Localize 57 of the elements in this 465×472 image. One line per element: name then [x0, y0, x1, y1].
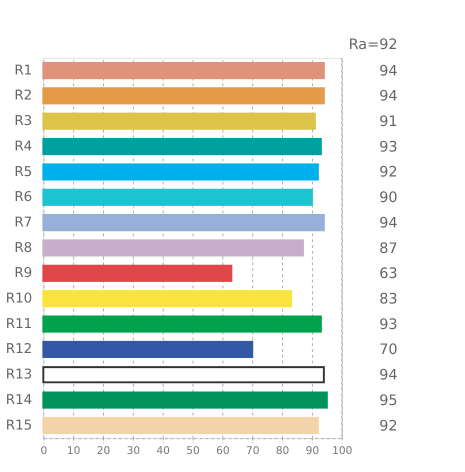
- y-tick-label: R10: [6, 290, 32, 307]
- data-label: 87: [379, 240, 398, 257]
- data-label: 83: [379, 291, 398, 308]
- data-label: 90: [379, 190, 398, 206]
- bar: [42, 138, 322, 156]
- bar: [42, 188, 313, 206]
- bar: [42, 163, 319, 180]
- y-tick-label: R6: [14, 189, 32, 206]
- y-tick-label: R11: [6, 316, 32, 332]
- y-tick-label: R5: [14, 164, 32, 180]
- x-tick-label: 70: [246, 445, 260, 458]
- bar: [42, 315, 322, 333]
- bar: [42, 366, 325, 384]
- x-tick-label: 20: [96, 445, 110, 458]
- x-tick-label: 30: [126, 445, 140, 458]
- data-label: 93: [379, 139, 398, 156]
- y-tick-label: R9: [14, 265, 32, 282]
- x-tick-label: 90: [306, 445, 320, 458]
- y-tick-label: R4: [14, 138, 32, 154]
- bar: [42, 239, 304, 257]
- x-tick-label: 10: [66, 445, 81, 458]
- bar: [42, 264, 232, 282]
- data-label: 63: [379, 266, 398, 282]
- y-tick-label: R2: [14, 88, 32, 104]
- bar: [42, 392, 328, 409]
- data-label: 93: [379, 316, 398, 333]
- text: Ra=92: [348, 37, 398, 54]
- data-label: 94: [379, 88, 398, 105]
- y-tick-label: R3: [14, 113, 32, 130]
- y-tick-label: R8: [14, 240, 32, 256]
- bar: [42, 340, 254, 358]
- data-label: 94: [379, 63, 398, 80]
- y-tick-label: R1: [14, 62, 32, 78]
- bar: [42, 112, 316, 130]
- data-label: 91: [379, 114, 398, 130]
- bar: [42, 416, 319, 434]
- x-tick-label: 40: [156, 445, 170, 458]
- y-tick-label: R13: [6, 366, 32, 383]
- data-label: 94: [379, 368, 398, 384]
- bar: [42, 290, 292, 308]
- x-tick-label: 50: [186, 445, 200, 458]
- data-label: 92: [379, 164, 398, 181]
- x-tick-label: 100: [332, 445, 353, 458]
- x-tick-label: 80: [276, 445, 290, 458]
- data-label: 92: [379, 418, 398, 434]
- bar: [42, 87, 325, 104]
- bar: [42, 62, 325, 80]
- data-label: 70: [379, 342, 398, 358]
- y-tick-label: R7: [14, 214, 32, 230]
- data-label: 95: [379, 392, 398, 409]
- y-tick-label: R15: [6, 417, 32, 434]
- x-tick-label: 60: [216, 445, 230, 458]
- x-tick-label: 0: [40, 445, 48, 458]
- data-label: 94: [379, 215, 398, 232]
- y-tick-label: R12: [6, 341, 32, 358]
- y-tick-label: R14: [6, 392, 32, 408]
- bar: [42, 214, 325, 232]
